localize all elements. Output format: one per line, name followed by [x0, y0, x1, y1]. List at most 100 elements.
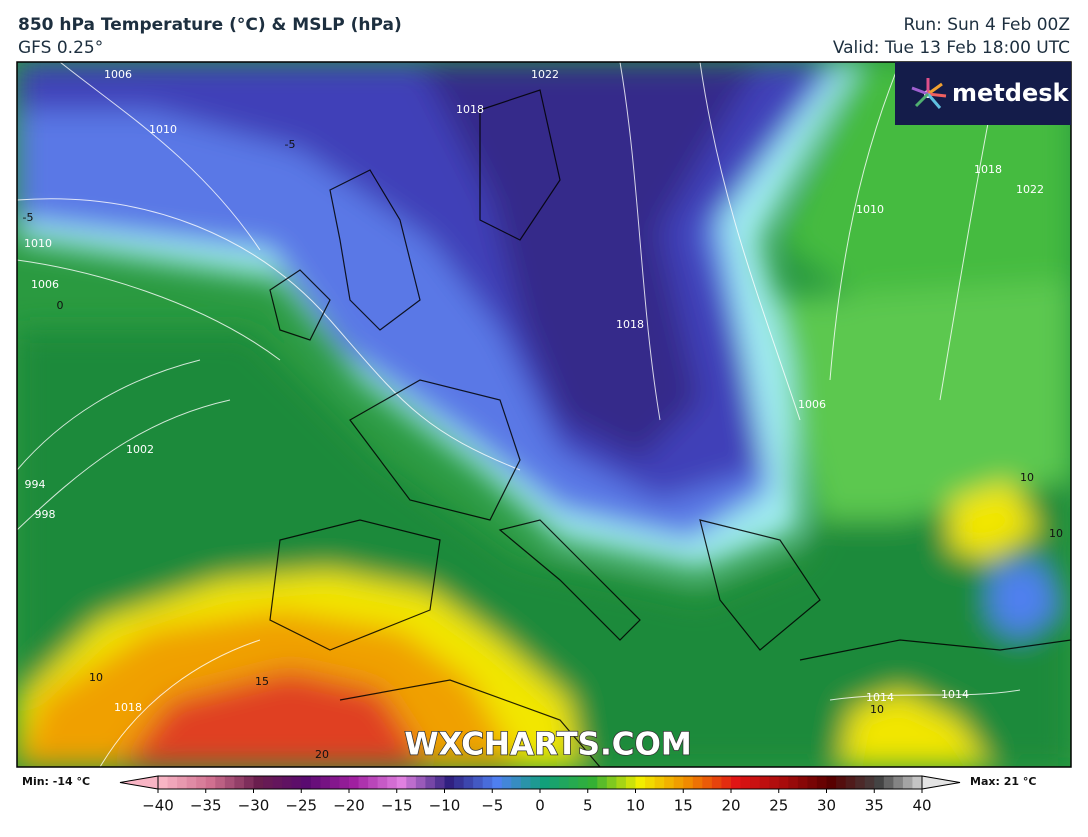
colorbar-cell: [683, 776, 694, 789]
contour-label: 1006: [31, 278, 59, 291]
colorbar-low-end: [119, 775, 159, 790]
watermark: WXCHARTS.COM: [404, 727, 691, 763]
contour-label: -5: [23, 211, 34, 224]
colorbar-cell: [272, 776, 283, 789]
colorbar-cell: [473, 776, 484, 789]
contour-label: 1018: [114, 701, 142, 714]
colorbar-high-end: [921, 775, 961, 790]
colorbar-cell: [301, 776, 312, 789]
colorbar-cell: [492, 776, 503, 789]
colorbar-cell: [415, 776, 426, 789]
colorbar-cell: [711, 776, 722, 789]
colorbar-cell: [702, 776, 713, 789]
colorbar-cell: [387, 776, 398, 789]
colorbar-tick-label: −40: [142, 797, 174, 815]
colorbar-tick-label: −20: [333, 797, 365, 815]
contour-label: 1002: [126, 443, 154, 456]
colorbar-cell: [855, 776, 866, 789]
colorbar-cell: [597, 776, 608, 789]
colorbar-cell: [368, 776, 379, 789]
colorbar-cell: [645, 776, 656, 789]
colorbar-cell: [205, 776, 216, 789]
colorbar-tick-label: 30: [817, 797, 836, 815]
colorbar-cell: [177, 776, 188, 789]
logo-text: metdesk: [952, 79, 1070, 107]
contour-label: 1018: [456, 103, 484, 116]
contour-label: 0: [57, 299, 64, 312]
colorbar-tick-label: 15: [674, 797, 693, 815]
colorbar-cell: [530, 776, 541, 789]
contour-label: 10: [870, 703, 884, 716]
colorbar-cell: [759, 776, 770, 789]
colorbar-cell: [654, 776, 665, 789]
colorbar-cell: [778, 776, 789, 789]
colorbar-tick-label: −10: [429, 797, 461, 815]
colorbar-cell: [167, 776, 178, 789]
colorbar-cell: [215, 776, 226, 789]
colorbar-cell: [559, 776, 570, 789]
contour-labels: 10061010101010060-5-51018100610101018102…: [23, 68, 1063, 761]
contour-label: 1010: [24, 237, 52, 250]
colorbar: −40 −35 −30 −25 −20 −15 −10 −5 0 5 10 15 20 25 30 35 40: [119, 775, 961, 815]
contour-label: 15: [255, 675, 269, 688]
colorbar-cell: [320, 776, 331, 789]
contour-label: 1022: [1016, 183, 1044, 196]
colorbar-cell: [845, 776, 856, 789]
colorbar-tick-label: 35: [865, 797, 884, 815]
colorbar-cell: [358, 776, 369, 789]
colorbar-cell: [902, 776, 913, 789]
title: 850 hPa Temperature (°C) & MSLP (hPa): [18, 15, 402, 35]
colorbar-cell: [434, 776, 445, 789]
colorbar-cell: [349, 776, 360, 789]
colorbar-cell: [816, 776, 827, 789]
colorbar-cell: [797, 776, 808, 789]
contour-label: 10: [1020, 471, 1034, 484]
contour-label: -5: [285, 138, 296, 151]
colorbar-cell: [511, 776, 522, 789]
colorbar-cell: [263, 776, 274, 789]
colorbar-cell: [578, 776, 589, 789]
colorbar-cell: [769, 776, 780, 789]
min-label: Min: -14 °C: [22, 775, 90, 788]
colorbar-cell: [807, 776, 818, 789]
colorbar-cell: [568, 776, 579, 789]
colorbar-cell: [158, 776, 169, 789]
colorbar-cell: [606, 776, 617, 789]
colorbar-cell: [635, 776, 646, 789]
colorbar-cell: [243, 776, 254, 789]
colorbar-cell: [186, 776, 197, 789]
colorbar-cell: [731, 776, 742, 789]
colorbar-cell: [291, 776, 302, 789]
contour-label: 998: [35, 508, 56, 521]
colorbar-cell: [377, 776, 388, 789]
colorbar-cell: [253, 776, 264, 789]
colorbar-cell: [520, 776, 531, 789]
colorbar-cell: [234, 776, 245, 789]
contour-label: 1014: [866, 691, 894, 704]
colorbar-cell: [310, 776, 321, 789]
run-time: Run: Sun 4 Feb 00Z: [904, 15, 1070, 35]
max-label: Max: 21 °C: [970, 775, 1036, 788]
colorbar-cell: [664, 776, 675, 789]
colorbar-cell: [673, 776, 684, 789]
colorbar-cell: [826, 776, 837, 789]
colorbar-cell: [454, 776, 465, 789]
colorbar-cell: [893, 776, 904, 789]
map: [17, 62, 1071, 767]
colorbar-cell: [224, 776, 235, 789]
colorbar-cell: [482, 776, 493, 789]
colorbar-cell: [425, 776, 436, 789]
contour-label: 10: [1049, 527, 1063, 540]
colorbar-tick-label: 0: [535, 797, 545, 815]
contour-label: 10: [89, 671, 103, 684]
colorbar-tick-label: 40: [912, 797, 931, 815]
colorbar-cell: [501, 776, 512, 789]
colorbar-cell: [750, 776, 761, 789]
colorbar-cell: [196, 776, 207, 789]
subtitle: GFS 0.25°: [18, 38, 103, 58]
valid-time: Valid: Tue 13 Feb 18:00 UTC: [833, 38, 1070, 58]
colorbar-cell: [836, 776, 847, 789]
colorbar-tick-label: 5: [583, 797, 593, 815]
colorbar-cell: [587, 776, 598, 789]
